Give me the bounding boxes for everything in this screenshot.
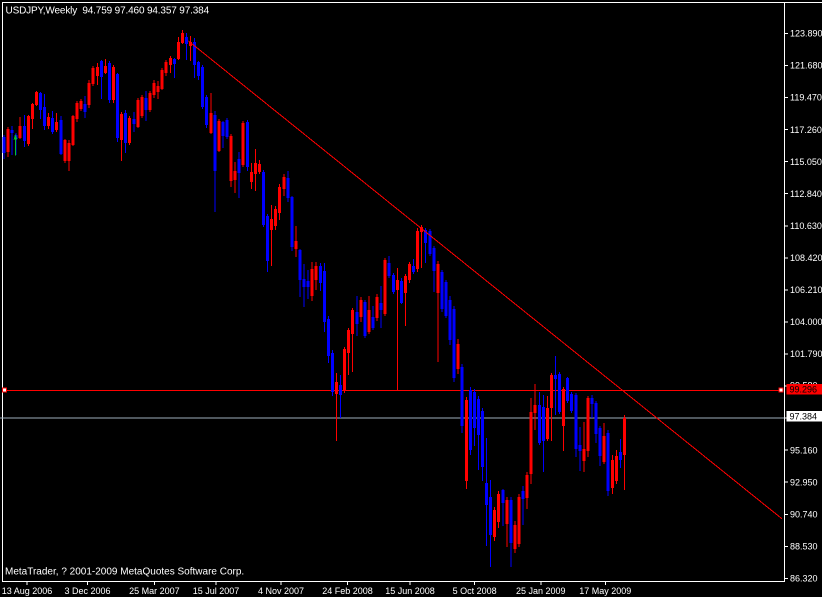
svg-text:90.740: 90.740 — [790, 510, 818, 520]
svg-text:108.420: 108.420 — [790, 253, 822, 263]
svg-text:5 Oct 2008: 5 Oct 2008 — [453, 586, 497, 596]
svg-text:4 Nov 2007: 4 Nov 2007 — [258, 586, 304, 596]
svg-text:104.000: 104.000 — [790, 317, 822, 327]
svg-text:3 Dec 2006: 3 Dec 2006 — [64, 586, 110, 596]
svg-text:97.384: 97.384 — [790, 412, 818, 422]
svg-text:88.530: 88.530 — [790, 542, 818, 552]
svg-text:13 Aug 2006: 13 Aug 2006 — [2, 586, 53, 596]
svg-text:MetaTrader, ? 2001-2009 MetaQu: MetaTrader, ? 2001-2009 MetaQuotes Softw… — [5, 567, 244, 578]
svg-text:24 Feb 2008: 24 Feb 2008 — [322, 586, 373, 596]
svg-text:121.680: 121.680 — [790, 61, 822, 71]
svg-text:101.790: 101.790 — [790, 349, 822, 359]
svg-text:15 Jun 2008: 15 Jun 2008 — [385, 586, 435, 596]
svg-text:119.470: 119.470 — [790, 93, 822, 103]
svg-text:17 May 2009: 17 May 2009 — [579, 586, 631, 596]
svg-text:99.296: 99.296 — [790, 385, 818, 395]
svg-text:15 Jul 2007: 15 Jul 2007 — [193, 586, 240, 596]
svg-text:123.890: 123.890 — [790, 29, 822, 39]
svg-text:25 Mar 2007: 25 Mar 2007 — [129, 586, 180, 596]
svg-text:25 Jan 2009: 25 Jan 2009 — [516, 586, 566, 596]
svg-text:92.950: 92.950 — [790, 477, 818, 487]
svg-text:112.840: 112.840 — [790, 189, 822, 199]
svg-text:115.050: 115.050 — [790, 157, 822, 167]
svg-text:106.210: 106.210 — [790, 285, 822, 295]
svg-text:95.160: 95.160 — [790, 445, 818, 455]
svg-text:110.630: 110.630 — [790, 221, 822, 231]
svg-text:USDJPY,Weekly 94.759 97.460 9: USDJPY,Weekly 94.759 97.460 94.357 97.38… — [6, 6, 210, 17]
svg-text:86.320: 86.320 — [790, 574, 818, 584]
svg-text:117.260: 117.260 — [790, 125, 822, 135]
